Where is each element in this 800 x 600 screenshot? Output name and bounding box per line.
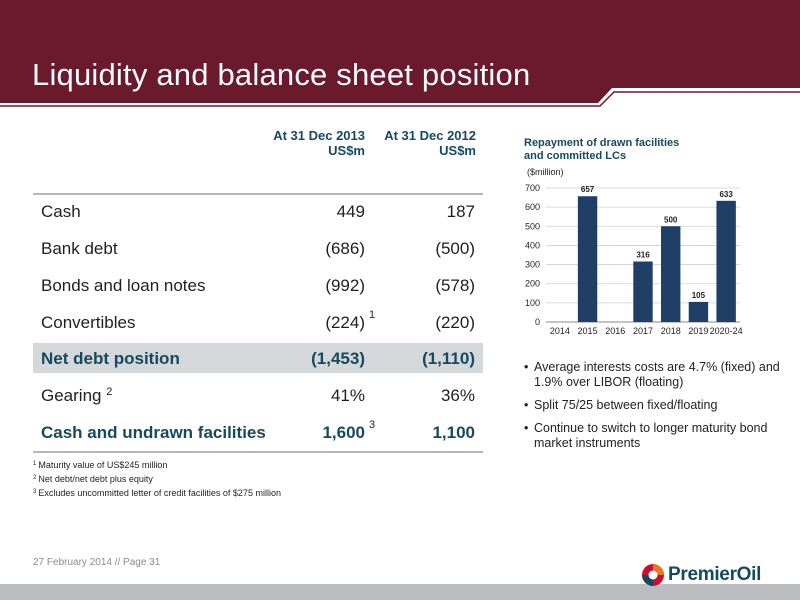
value-2013: (992) [325, 276, 365, 295]
footnote-3: 3 Excludes uncommitted letter of credit f… [33, 488, 281, 498]
x-tick-label: 2015 [578, 326, 598, 336]
data-label: 633 [719, 190, 733, 199]
value-2012: 187 [446, 202, 475, 221]
y-tick-label: 500 [525, 221, 540, 231]
row-label: Gearing [41, 386, 102, 405]
y-tick-label: 600 [525, 202, 540, 212]
bar [661, 226, 681, 322]
value-2013: (686) [325, 239, 365, 258]
x-tick-label: 2018 [661, 326, 681, 336]
footnote-2: 2 Net debt/net debt plus equity [33, 474, 153, 484]
value-2012: (220) [435, 313, 475, 332]
column-header-2013-date: At 31 Dec 2013 [273, 128, 365, 143]
footnote-ref: 1 [369, 309, 376, 321]
y-tick-label: 0 [535, 317, 540, 327]
table-row-bank-debt: Bank debt (686) (500) [33, 233, 483, 263]
data-label: 657 [581, 185, 595, 194]
row-label: Bonds and loan notes [41, 276, 206, 295]
bullet-text: Average interests costs are 4.7% (fixed)… [534, 360, 780, 389]
footnote-number: 3 [33, 489, 37, 495]
bullet-item: • Average interests costs are 4.7% (fixed… [524, 360, 784, 390]
value-2013: 1,600 [322, 423, 365, 442]
x-tick-label: 2014 [550, 326, 570, 336]
bullet-item: • Continue to switch to longer maturity b… [524, 421, 784, 451]
table-row-cash: Cash 449 187 [33, 196, 483, 226]
table-row-net-debt: Net debt position (1,453) (1,110) [33, 343, 483, 373]
row-label: Net debt position [41, 349, 180, 368]
row-label: Cash and undrawn facilities [41, 423, 266, 442]
data-label: 105 [692, 291, 706, 300]
chart-title-line-1: Repayment of drawn facilities [524, 137, 680, 149]
premier-oil-logo-text: PremierOil [668, 564, 762, 585]
footnote-text: Excludes uncommitted letter of credit fa… [38, 488, 281, 498]
data-label: 316 [636, 251, 650, 260]
y-tick-label: 300 [525, 260, 540, 270]
table-row-bonds: Bonds and loan notes (992) (578) [33, 270, 483, 300]
bullet-dot-icon: • [524, 421, 529, 435]
table-row-gearing: Gearing 2 41% 36% [33, 380, 483, 410]
y-tick-label: 400 [525, 240, 540, 250]
x-tick-label: 2017 [633, 326, 653, 336]
value-2012: 36% [440, 386, 475, 405]
slide-title: Liquidity and balance sheet position [32, 57, 531, 92]
row-label-group: Gearing 2 [41, 386, 112, 406]
chart-title-line-2: and committed LCs [524, 150, 627, 162]
footnote-ref: 3 [369, 419, 376, 431]
bar [633, 261, 653, 322]
footnote-number: 2 [33, 475, 37, 481]
table-bottom-rule [33, 451, 483, 453]
column-header-2012-unit: US$m [439, 143, 476, 158]
header-band [0, 0, 800, 107]
bar [688, 301, 709, 322]
y-tick-label: 700 [525, 183, 540, 193]
column-header-2013-unit: US$m [328, 143, 365, 158]
value-2012: (1,110) [422, 349, 475, 368]
x-tick-label: 2016 [605, 326, 625, 336]
value-2013: 41% [330, 386, 365, 405]
footer-date-page: 27 February 2014 // Page 31 [33, 557, 161, 568]
column-header-2013: At 31 Dec 2013 US$m [273, 128, 365, 158]
premier-oil-logo-icon [642, 564, 664, 586]
repayment-bar-chart: 0 100 200 300 400 500 600 700 2014 657 2015 2016 316… [525, 183, 743, 336]
bullet-dot-icon: • [524, 398, 529, 412]
chart-y-unit-label: ($million) [527, 167, 564, 177]
footnote-number: 1 [33, 461, 37, 467]
chart-title: Repayment of drawn facilities and commit… [524, 137, 679, 163]
y-tick-label: 100 [525, 298, 540, 308]
bullet-dot-icon: • [524, 360, 529, 374]
bar [577, 196, 598, 322]
column-header-2012-date: At 31 Dec 2012 [384, 128, 476, 143]
footnote-text: Maturity value of US$245 million [38, 460, 168, 470]
bar [716, 200, 736, 322]
value-2013: (224) [325, 313, 365, 332]
row-label: Cash [41, 202, 81, 221]
value-2012: (578) [435, 276, 475, 295]
value-2013: 449 [336, 202, 365, 221]
column-header-2012: At 31 Dec 2012 US$m [384, 128, 476, 158]
bullet-text: Continue to switch to longer maturity bo… [534, 421, 768, 450]
value-2012: (500) [435, 239, 475, 258]
bullet-text: Split 75/25 between fixed/floating [534, 398, 718, 412]
table-row-cash-undrawn: Cash and undrawn facilities 1,600 3 1,10… [33, 417, 483, 447]
x-tick-label: 2020-24 [710, 326, 743, 336]
row-label: Convertibles [41, 313, 136, 332]
table-header-rule [33, 193, 483, 195]
x-tick-label: 2019 [688, 326, 708, 336]
value-2013: (1,453) [311, 349, 365, 368]
data-label: 500 [664, 215, 678, 224]
key-points-list: • Average interests costs are 4.7% (fixed… [524, 360, 784, 459]
footnote-text: Net debt/net debt plus equity [38, 474, 153, 484]
row-label: Bank debt [41, 239, 118, 258]
y-tick-label: 200 [525, 279, 540, 289]
bullet-item: • Split 75/25 between fixed/floating [524, 398, 784, 413]
footnote-1: 1 Maturity value of US$245 million [33, 460, 167, 470]
footer-bar [0, 584, 800, 600]
value-2012: 1,100 [432, 423, 475, 442]
footnote-ref: 2 [106, 386, 113, 398]
table-row-convertibles: Convertibles (224) 1 (220) [33, 307, 483, 337]
